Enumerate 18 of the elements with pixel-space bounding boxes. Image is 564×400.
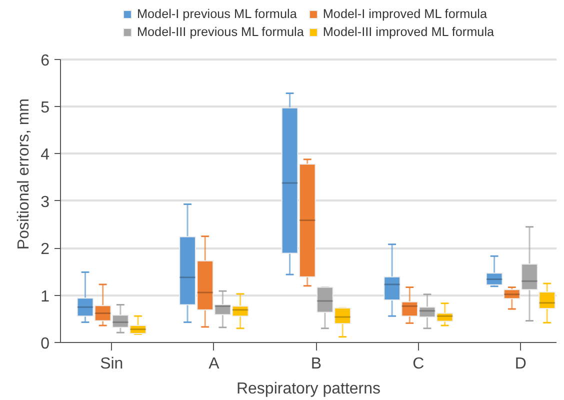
y-tick-label: 5 [40, 100, 50, 117]
y-tick-label: 2 [40, 241, 50, 258]
x-tick-label: A [208, 356, 220, 372]
legend-label: Model-III improved ML formula [322, 25, 494, 39]
legend-label: Model-III previous ML formula [136, 25, 304, 39]
x-axis-title: Respiratory patterns [236, 380, 381, 398]
legend-label: Model-I improved ML formula [322, 7, 488, 21]
x-tick-label: C [412, 356, 424, 372]
y-tick-label: 3 [40, 194, 50, 211]
x-tick-label: Sin [100, 356, 124, 372]
y-axis-title: Positional errors, mm [16, 98, 33, 250]
y-tick-label: 4 [40, 146, 50, 164]
y-tick-label: 1 [40, 288, 50, 306]
x-tick-label: B [310, 356, 322, 372]
y-tick-label: 0 [40, 336, 50, 352]
y-tick-label: 6 [40, 52, 50, 70]
legend-label: Model-I previous ML formula [136, 7, 297, 21]
x-tick-label: D [514, 356, 526, 372]
